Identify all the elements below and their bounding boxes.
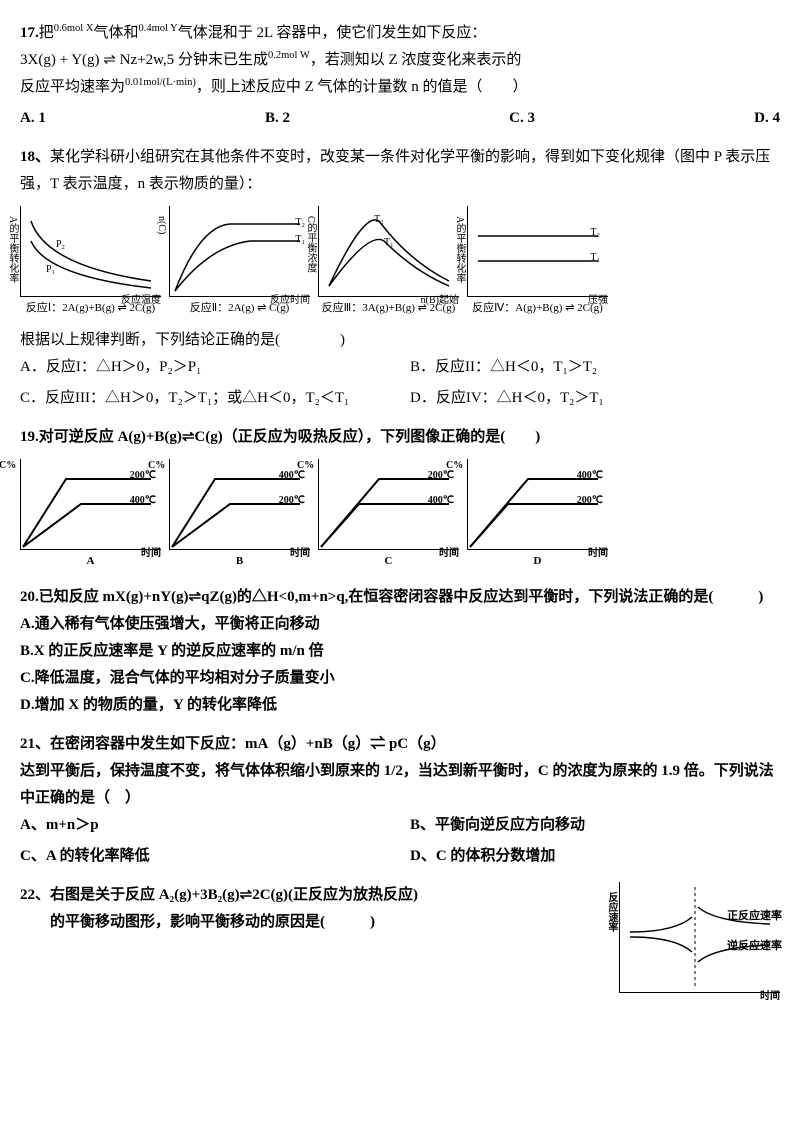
q21-num: 21、	[20, 736, 50, 752]
q18-options: A．反应I：△H＞0，P₂＞P₁ B．反应II：△H＜0，T₁＞T₂ C．反应I…	[20, 354, 780, 412]
q19-num: 19.	[20, 429, 39, 445]
opt-d: D．反应IV：△H＜0，T₂＞T₁	[410, 385, 780, 412]
opt-c: C.降低温度，混合气体的平均相对分子质量变小	[20, 665, 780, 692]
opt-b: B.X 的正反应速率是 Y 的逆反应速率的 m/n 倍	[20, 638, 780, 665]
opt-d: D.增加 X 的物质的量，Y 的转化率降低	[20, 692, 780, 719]
question-19: 19.对可逆反应 A(g)+B(g)⇌C(g)（正反应为吸热反应），下列图像正确…	[20, 424, 780, 572]
question-17: 17.把0.6mol X气体和0.4mol Y气体混和于 2L 容器中，使它们发…	[20, 20, 780, 132]
opt-b: B、平衡向逆反应方向移动	[410, 812, 780, 839]
opt-a: A．反应I：△H＞0，P₂＞P₁	[20, 354, 390, 381]
opt-a: A. 1	[20, 105, 46, 132]
opt-b: B. 2	[265, 105, 290, 132]
graph-19d: C% 400℃ 200℃ 时间 D	[467, 459, 608, 572]
graph-19b: C% 400℃ 200℃ 时间 B	[169, 459, 310, 572]
q18-graphs: A的平衡转化率 P₂ P₁ 反应温度 反应Ⅰ：2A(g)+B(g) ⇌ 2C(g…	[20, 206, 780, 319]
q17-num: 17.	[20, 25, 39, 41]
graph-19a: C% 200℃ 400℃ 时间 A	[20, 459, 161, 572]
q18-num: 18、	[20, 149, 50, 165]
opt-a: A.通入稀有气体使压强增大，平衡将正向移动	[20, 611, 780, 638]
opt-c: C、A 的转化率降低	[20, 843, 390, 870]
opt-b: B．反应II：△H＜0，T₁＞T₂	[410, 354, 780, 381]
opt-d: D、C 的体积分数增加	[410, 843, 780, 870]
q21-options: A、m+n＞p B、平衡向逆反应方向移动 C、A 的转化率降低 D、C 的体积分…	[20, 812, 780, 870]
question-21: 21、在密闭容器中发生如下反应：mA（g）+nB（g）⇌ pC（g） 达到平衡后…	[20, 731, 780, 870]
graph-19c: C% 200℃ 400℃ 时间 C	[318, 459, 459, 572]
graph-reaction-2: n(C) T₂ T₁ 反应时间 反应Ⅱ：2A(g) ⇌ C(g)	[169, 206, 310, 319]
graph-reaction-4: A的平衡转化率 T₂ T₁ 压强 反应Ⅳ：A(g)+B(g) ⇌ 2C(g)	[467, 206, 608, 319]
question-18: 18、某化学科研小组研究在其他条件不变时，改变某一条件对化学平衡的影响，得到如下…	[20, 144, 780, 412]
graph-reaction-3: C的平衡浓度 T₂ T₁ n(B)起始 反应Ⅲ：3A(g)+B(g) ⇌ 2C(…	[318, 206, 459, 319]
opt-c: C. 3	[509, 105, 535, 132]
opt-c: C．反应III：△H＞0，T₂＞T₁；或△H＜0，T₂＜T₁	[20, 385, 390, 412]
graph-reaction-1: A的平衡转化率 P₂ P₁ 反应温度 反应Ⅰ：2A(g)+B(g) ⇌ 2C(g…	[20, 206, 161, 319]
q17-options: A. 1 B. 2 C. 3 D. 4	[20, 105, 780, 132]
opt-d: D. 4	[754, 105, 780, 132]
opt-a: A、m+n＞p	[20, 812, 390, 839]
question-22: 反应速率 正反应速率 逆反应速率 时间 22、右图是关于反应 A₂(g)+3B₂…	[20, 882, 780, 993]
graph-22: 反应速率 正反应速率 逆反应速率 时间	[619, 882, 780, 993]
q22-num: 22、	[20, 887, 50, 903]
q19-graphs: C% 200℃ 400℃ 时间 A C% 400℃ 200℃ 时间 B C% 2…	[20, 459, 780, 572]
question-20: 20.已知反应 mX(g)+nY(g)⇌qZ(g)的△H<0,m+n>q,在恒容…	[20, 584, 780, 719]
q20-num: 20.	[20, 589, 39, 605]
